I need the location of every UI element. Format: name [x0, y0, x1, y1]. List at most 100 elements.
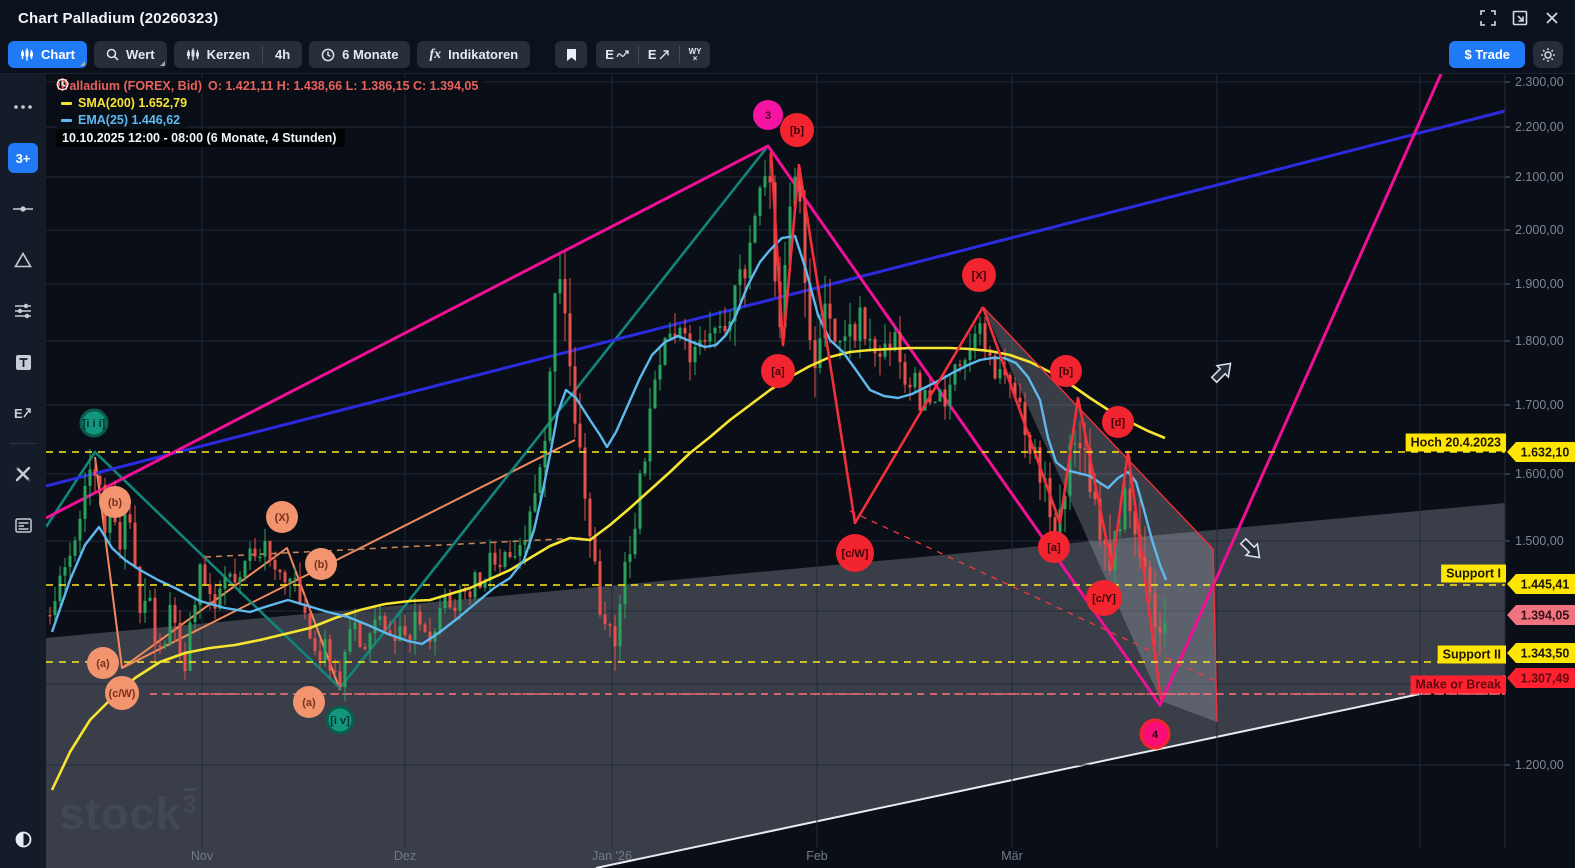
wave-label-d[interactable]: [d] — [1102, 406, 1134, 438]
elliott-trend-tool[interactable]: E — [639, 41, 679, 68]
red-zigzag-left[interactable] — [769, 151, 985, 525]
wert-search-button[interactable]: Wert — [93, 41, 167, 68]
candle-body — [1078, 443, 1082, 449]
wave-label-circle[interactable] — [79, 408, 109, 438]
wave-label-circle[interactable] — [1102, 406, 1134, 438]
popout-icon[interactable] — [1509, 7, 1531, 29]
chart-canvas[interactable]: 2.300,00 2.200,00 2.100,00 2.000,00 1.900,00… — [46, 74, 1575, 868]
orange-rising-line[interactable] — [121, 439, 576, 669]
level-label[interactable]: Support II — [1443, 648, 1501, 662]
wave-label-circle[interactable] — [1139, 718, 1171, 750]
wave-label-cY[interactable]: [c/Y] — [1086, 580, 1122, 616]
wave-label-circle[interactable] — [1086, 580, 1122, 616]
wave-label-cW[interactable]: [c/W] — [836, 534, 874, 572]
wave-label-3[interactable]: 3 — [753, 100, 783, 130]
wave-label-4[interactable]: 4 — [1139, 718, 1171, 750]
wave-label-circle[interactable] — [105, 676, 139, 710]
wave-label-circle[interactable] — [293, 686, 325, 718]
orange-zigzag[interactable] — [94, 456, 341, 691]
elliott-draw-icon[interactable]: E — [8, 398, 38, 428]
wave-label-b[interactable]: (b) — [305, 548, 337, 580]
red-zigzag-wedge[interactable] — [981, 306, 1163, 701]
wave-label-b[interactable]: (b) — [99, 486, 131, 518]
close-icon[interactable] — [1541, 7, 1563, 29]
price-badge-value: 1.394,05 — [1521, 609, 1570, 623]
wave-label-circle[interactable] — [753, 100, 783, 130]
trend-channel-area[interactable] — [46, 503, 1505, 868]
arrow-annotation-se[interactable] — [1238, 536, 1266, 564]
candle-body — [88, 469, 92, 486]
indikatoren-button[interactable]: fx Indikatoren — [417, 41, 531, 68]
wave-label-circle[interactable] — [87, 647, 119, 679]
wave-label-b[interactable]: [b] — [780, 113, 814, 147]
wave-label-circle[interactable] — [1050, 355, 1082, 387]
wedge-boundary-line[interactable] — [982, 306, 1214, 550]
level-label[interactable]: Make or Break — [1416, 678, 1502, 692]
stock3-plus-icon[interactable]: 3+ — [8, 143, 38, 173]
wedge-boundary-line[interactable] — [1212, 548, 1218, 723]
wave-label-circle[interactable] — [836, 534, 874, 572]
level-label[interactable]: Support I — [1446, 567, 1501, 581]
wave-label-a[interactable]: [a] — [1038, 531, 1070, 563]
candle-body — [253, 548, 257, 557]
ema-line[interactable] — [50, 234, 1168, 646]
range-button[interactable]: 6 Monate — [309, 41, 411, 68]
wave-label-iv[interactable]: [i v] — [325, 705, 355, 735]
level-label[interactable]: Hoch 20.4.2023 — [1411, 436, 1501, 450]
wave-label-circle[interactable] — [99, 486, 131, 518]
chart-svg[interactable]: 2.300,00 2.200,00 2.100,00 2.000,00 1.900,00… — [46, 74, 1575, 868]
teal-zigzag[interactable] — [46, 145, 770, 690]
blue-trendline[interactable] — [46, 109, 1506, 488]
wave-label-iii[interactable]: [i i i] — [79, 408, 109, 438]
candle-body — [958, 364, 962, 366]
wave-label-b[interactable]: [b] — [1050, 355, 1082, 387]
wave-label-circle[interactable] — [761, 354, 795, 388]
wxy-pattern-tool[interactable]: WY × — [680, 41, 711, 68]
text-tool-icon[interactable] — [8, 347, 38, 377]
trendline-tool-icon[interactable] — [8, 194, 38, 224]
wave-label-a[interactable]: (a) — [87, 647, 119, 679]
wave-label-cW[interactable]: (c/W) — [105, 676, 139, 710]
wave-label-X[interactable]: [X] — [962, 258, 996, 292]
candle-body — [483, 580, 487, 588]
more-tools-icon[interactable] — [8, 92, 38, 122]
trade-button[interactable]: $ Trade — [1449, 41, 1525, 68]
candle-body — [878, 353, 882, 357]
shape-tool-icon[interactable] — [8, 245, 38, 275]
chart-button[interactable]: Chart — [8, 41, 87, 68]
wave-label-a[interactable]: [a] — [761, 354, 795, 388]
candle-body — [233, 573, 237, 583]
interval-button[interactable]: 4h — [274, 47, 291, 62]
elliott-tools-group: E E WY × — [596, 41, 711, 68]
candle-body — [403, 626, 407, 636]
wave-label-circle[interactable] — [305, 548, 337, 580]
magenta-zigzag[interactable] — [46, 74, 1443, 707]
wave-label-a[interactable]: (a) — [293, 686, 325, 718]
candle-body — [1158, 626, 1162, 633]
bookmark-icon[interactable] — [555, 41, 588, 68]
settings-gear-icon[interactable] — [1533, 41, 1563, 68]
sma-line[interactable] — [50, 346, 1166, 791]
indicator-mixer-icon[interactable] — [8, 296, 38, 326]
red-dashed-diagonal[interactable] — [849, 510, 1221, 684]
tools-wrench-icon[interactable] — [8, 459, 38, 489]
contrast-toggle-icon[interactable] — [8, 824, 38, 854]
kerzen-button[interactable]: Kerzen — [174, 41, 262, 68]
candle-body — [793, 176, 797, 207]
wave-label-circle[interactable] — [962, 258, 996, 292]
channel-lower-line[interactable] — [595, 675, 1506, 868]
arrow-annotation-ne[interactable] — [1209, 358, 1237, 386]
candle-body — [423, 624, 427, 632]
candle-body — [378, 616, 382, 620]
wave-label-X[interactable]: (X) — [266, 501, 298, 533]
wave-label-circle[interactable] — [1038, 531, 1070, 563]
fullscreen-icon[interactable] — [1477, 7, 1499, 29]
candle-body — [863, 307, 867, 340]
layouts-icon[interactable] — [8, 510, 38, 540]
wave-label-circle[interactable] — [266, 501, 298, 533]
wave-label-circle[interactable] — [325, 705, 355, 735]
elliott-wave-tool[interactable]: E — [596, 41, 638, 68]
orange-dashed-line[interactable] — [204, 537, 581, 558]
wave-label-circle[interactable] — [780, 113, 814, 147]
